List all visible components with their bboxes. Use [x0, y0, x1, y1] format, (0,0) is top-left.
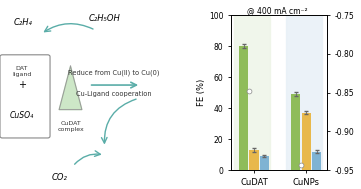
Text: @ 400 mA cm⁻²: @ 400 mA cm⁻²: [247, 6, 308, 15]
Text: C₂H₅OH: C₂H₅OH: [89, 14, 121, 23]
Text: DAT
ligand: DAT ligand: [12, 66, 31, 77]
Y-axis label: V vs. RHE: V vs. RHE: [359, 72, 361, 113]
Text: CuDAT
complex: CuDAT complex: [57, 121, 84, 132]
Text: C₂H₄: C₂H₄: [13, 18, 32, 27]
Bar: [312, 152, 321, 170]
Bar: [302, 113, 311, 170]
Bar: [286, 15, 322, 170]
Y-axis label: FE (%): FE (%): [197, 79, 206, 106]
Bar: [260, 156, 269, 170]
Bar: [249, 150, 258, 170]
Text: Reduce from Cu(II) to Cu(0): Reduce from Cu(II) to Cu(0): [68, 69, 160, 76]
Text: Cu-Ligand cooperation: Cu-Ligand cooperation: [76, 91, 152, 97]
Text: CO₂: CO₂: [51, 173, 67, 182]
Polygon shape: [59, 66, 82, 110]
Text: CuSO₄: CuSO₄: [9, 111, 34, 120]
Text: +: +: [18, 80, 26, 90]
Bar: [234, 15, 270, 170]
Bar: [291, 94, 300, 170]
FancyBboxPatch shape: [0, 55, 50, 138]
Bar: [239, 46, 248, 170]
